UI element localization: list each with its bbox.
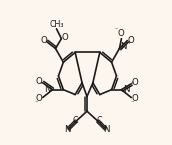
- Text: C: C: [96, 116, 101, 125]
- Text: O: O: [40, 36, 47, 45]
- Text: ⁻: ⁻: [115, 27, 118, 33]
- Text: N: N: [64, 125, 71, 134]
- Text: O: O: [35, 77, 42, 86]
- Text: O: O: [132, 94, 139, 103]
- Text: O: O: [132, 78, 139, 87]
- Text: N: N: [103, 125, 110, 134]
- Text: ⁻: ⁻: [131, 100, 134, 106]
- Text: C: C: [72, 116, 78, 125]
- Text: O: O: [62, 33, 69, 42]
- Text: ⁺: ⁺: [128, 42, 131, 48]
- Text: ⁺: ⁺: [131, 82, 134, 88]
- Text: O: O: [117, 29, 124, 38]
- Text: ⁻: ⁻: [34, 100, 37, 106]
- Text: N: N: [120, 42, 127, 51]
- Text: N: N: [123, 85, 130, 94]
- Text: O: O: [35, 94, 42, 103]
- Text: CH₃: CH₃: [49, 20, 64, 29]
- Text: ⁺: ⁺: [40, 82, 43, 88]
- Text: N: N: [44, 85, 51, 94]
- Text: O: O: [128, 36, 135, 45]
